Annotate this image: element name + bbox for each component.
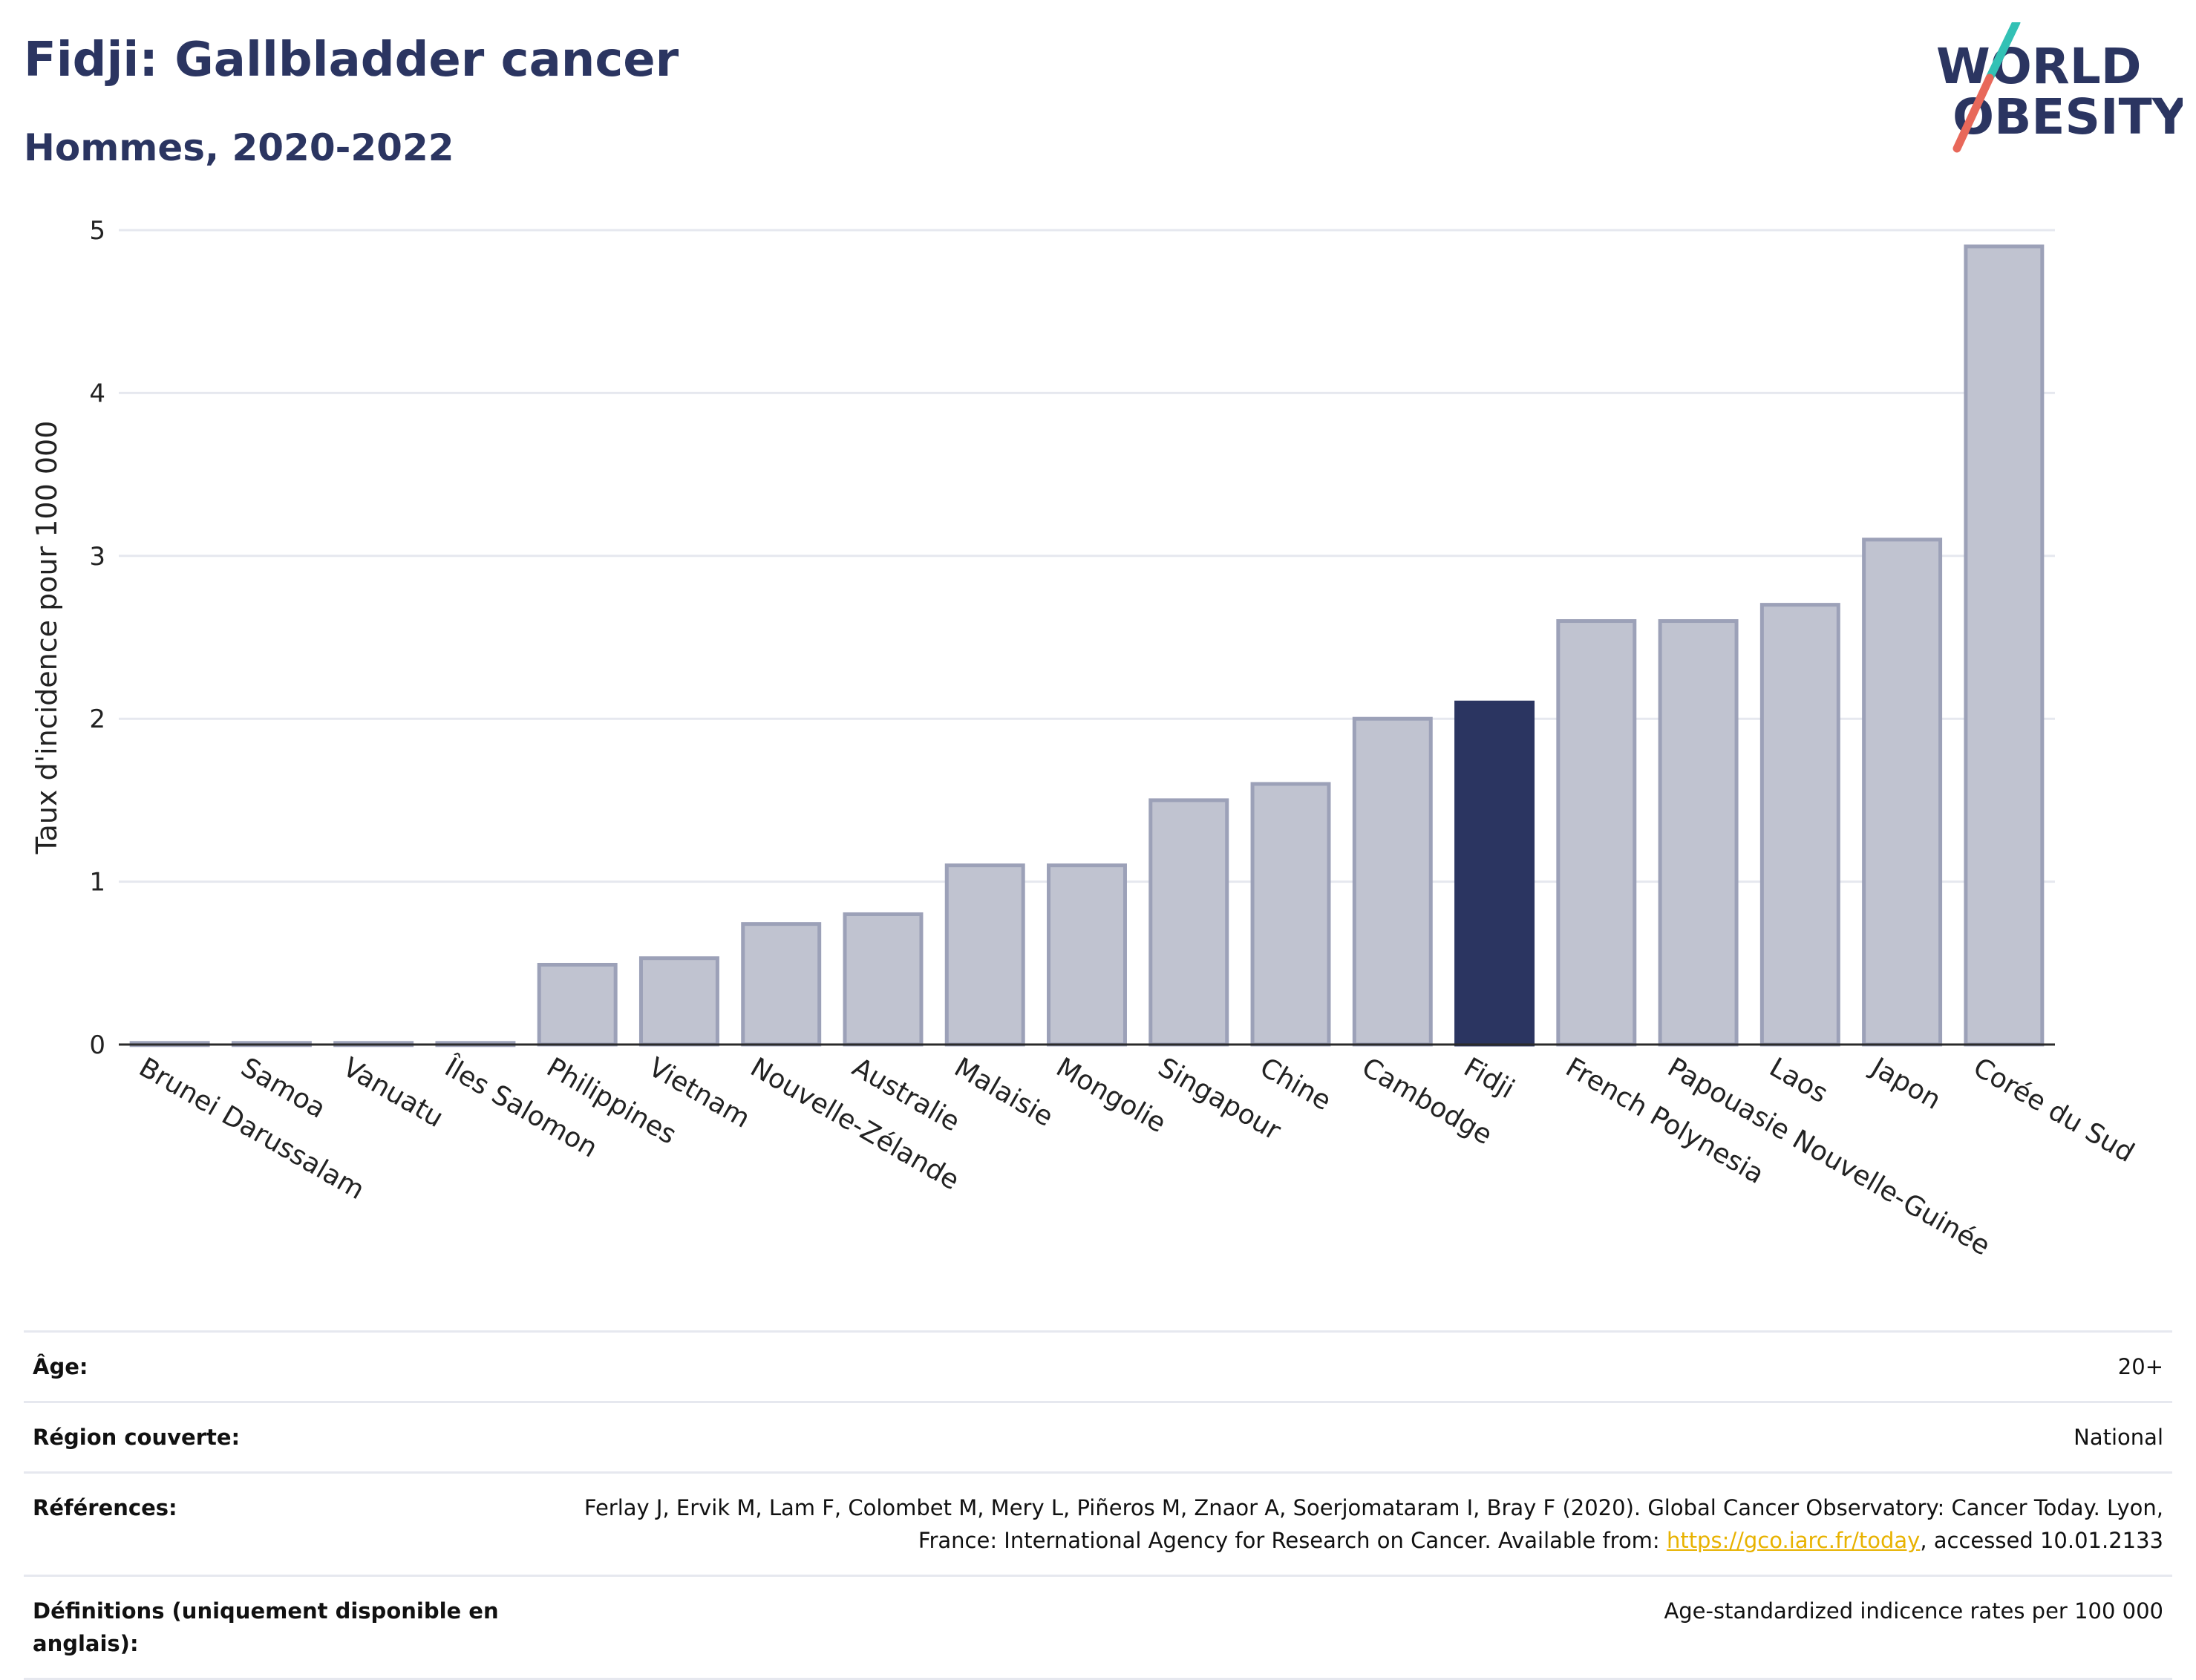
logo-line2: OBESITY bbox=[1952, 88, 2183, 146]
info-value-references: Ferlay J, Ervik M, Lam F, Colombet M, Me… bbox=[560, 1491, 2163, 1557]
y-tick-label: 0 bbox=[89, 1030, 105, 1060]
bar-chine bbox=[1250, 782, 1331, 1047]
info-row-region: Région couverte: National bbox=[24, 1401, 2172, 1471]
bar-australie bbox=[843, 912, 924, 1047]
bar-fidji bbox=[1454, 700, 1535, 1047]
chart-subtitle: Hommes, 2020-2022 bbox=[24, 126, 454, 169]
bar-mongolie bbox=[1047, 863, 1127, 1047]
info-label-references: Références: bbox=[33, 1495, 177, 1520]
info-table: Âge: 20+ Région couverte: National Référ… bbox=[24, 1330, 2172, 1680]
info-row-age: Âge: 20+ bbox=[24, 1330, 2172, 1401]
bar-singapour bbox=[1148, 798, 1229, 1047]
info-value-age: 20+ bbox=[2117, 1354, 2163, 1379]
y-tick-label: 5 bbox=[89, 216, 105, 246]
x-tick-label: Mongolie bbox=[1051, 1052, 1171, 1139]
bar-malaisie bbox=[944, 863, 1025, 1047]
y-tick-label: 2 bbox=[89, 705, 105, 734]
info-row-references: Références: Ferlay J, Ervik M, Lam F, Co… bbox=[24, 1471, 2172, 1575]
x-tick-label: Vanuatu bbox=[338, 1052, 448, 1134]
y-tick-label: 4 bbox=[89, 379, 105, 408]
logo-line1: WORLD bbox=[1936, 38, 2142, 95]
reference-link[interactable]: https://gco.iarc.fr/today bbox=[1666, 1528, 1921, 1553]
info-label-region: Région couverte: bbox=[33, 1425, 241, 1450]
bar-philippines bbox=[537, 962, 618, 1047]
x-tick-label: Corée du Sud bbox=[1968, 1052, 2140, 1169]
reference-accessed: , accessed 10.01.2133 bbox=[1920, 1528, 2163, 1553]
world-obesity-logo: WORLD OBESITY bbox=[1936, 22, 2183, 153]
bar-cambodge bbox=[1352, 716, 1433, 1047]
info-row-definitions: Définitions (uniquement disponible en an… bbox=[24, 1575, 2172, 1680]
logo-slash-bottom bbox=[1952, 73, 1994, 153]
reference-text: Ferlay J, Ervik M, Lam F, Colombet M, Me… bbox=[584, 1495, 2163, 1553]
info-label-age: Âge: bbox=[33, 1354, 88, 1379]
bar-vietnam bbox=[638, 956, 719, 1047]
y-tick-label: 1 bbox=[89, 868, 105, 898]
bar-laos bbox=[1759, 603, 1840, 1047]
x-tick-label: Fidji bbox=[1459, 1052, 1520, 1105]
x-tick-label: Malaisie bbox=[949, 1052, 1058, 1133]
bar-japon bbox=[1862, 537, 1943, 1047]
x-tick-label: Japon bbox=[1865, 1051, 1946, 1116]
chart-title: Fidji: Gallbladder cancer bbox=[24, 33, 679, 88]
info-value-definitions: Age-standardized indicence rates per 100… bbox=[1664, 1598, 2163, 1624]
y-tick-label: 3 bbox=[89, 542, 105, 572]
info-label-definitions: Définitions (uniquement disponible en an… bbox=[33, 1598, 499, 1656]
x-tick-label: Laos bbox=[1764, 1052, 1832, 1109]
bar-cor-e-du-sud bbox=[1964, 244, 2045, 1047]
logo-slash-top bbox=[1985, 22, 2021, 82]
bar-nouvelle-z-lande bbox=[741, 922, 822, 1047]
info-value-region: National bbox=[2074, 1425, 2163, 1450]
y-axis-title: Taux d'incidence pour 100 000 bbox=[30, 421, 63, 855]
bar-french-polynesia bbox=[1556, 619, 1637, 1047]
x-tick-label: Chine bbox=[1255, 1052, 1336, 1117]
bar-papouasie-nouvelle-guin-e bbox=[1658, 619, 1739, 1047]
